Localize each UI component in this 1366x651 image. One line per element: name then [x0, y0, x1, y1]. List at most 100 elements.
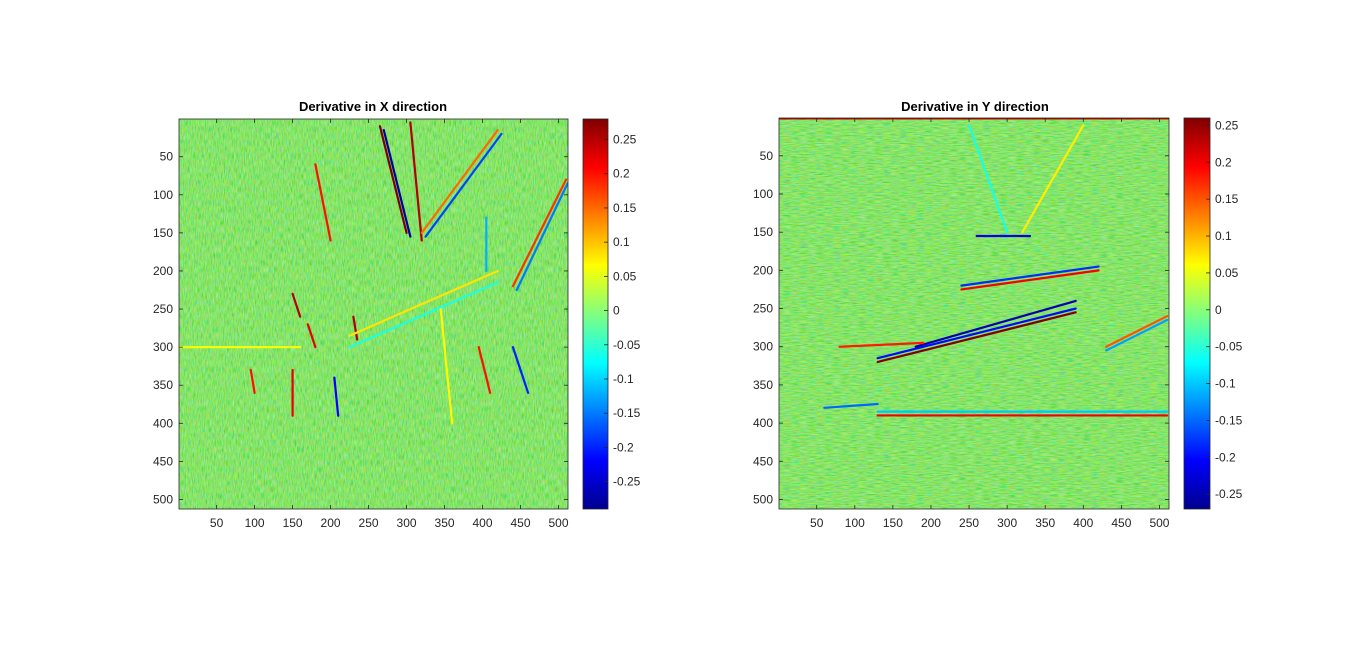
colorbar-gradient [582, 118, 609, 510]
y-tick-label: 250 [153, 302, 173, 316]
heatmap-feature [409, 121, 423, 242]
heatmap-feature [424, 132, 503, 238]
y-tick-label: 150 [753, 225, 773, 239]
axes-y: 50 100 150 200 250 300 350 400 450 500 50 100 150 200… [753, 117, 1170, 530]
heatmap-feature [348, 281, 499, 349]
y-tick-label: 50 [160, 150, 174, 164]
heatmap-feature [960, 269, 1100, 291]
colorbar-tick-label: 0.2 [613, 167, 630, 181]
heatmap-feature [876, 307, 1077, 360]
heatmap-feature [914, 299, 1077, 348]
colorbar-tick-label: -0.2 [1215, 450, 1236, 464]
heatmap-feature [823, 402, 879, 409]
heatmap-feature [291, 292, 302, 318]
y-tick-label: 350 [153, 378, 173, 392]
x-tick-label: 150 [883, 516, 903, 530]
x-tick-label: 200 [321, 516, 341, 530]
y-tick-label: 150 [153, 226, 173, 240]
colorbar-tick-label: 0.2 [1215, 155, 1232, 169]
colorbar-y: 0.25 0.2 0.15 0.1 0.05 0 -0.05 -0.1 -0.15 -0.2 -0.… [1183, 117, 1243, 510]
x-tick-label: 300 [997, 516, 1017, 530]
heatmap-feature [306, 323, 317, 349]
x-tick-label: 400 [473, 516, 493, 530]
x-tick-label: 150 [283, 516, 303, 530]
colorbar-tick-label: 0.15 [1215, 192, 1239, 206]
colorbar-tick-label: 0.1 [1215, 229, 1232, 243]
heatmap-texture [779, 118, 1169, 509]
colorbar-tick-label: 0.1 [613, 235, 630, 249]
x-tick-label: 250 [359, 516, 379, 530]
chart-title-x: Derivative in X direction [299, 99, 447, 114]
colorbar-tick-label: -0.25 [613, 475, 641, 489]
heatmap-feature [838, 341, 925, 348]
heatmap-feature [249, 368, 256, 394]
colorbar-tick-label: -0.1 [1215, 377, 1236, 391]
x-tick-label: 500 [548, 516, 568, 530]
colorbar-tick-label: -0.15 [613, 406, 641, 420]
y-tick-label: 200 [153, 264, 173, 278]
y-tick-label: 300 [153, 340, 173, 354]
x-tick-label: 50 [810, 516, 824, 530]
heatmap-feature [348, 269, 499, 337]
colorbar-tick-label: -0.2 [613, 440, 634, 454]
y-tick-label: 350 [753, 378, 773, 392]
heatmap-feature [378, 125, 408, 234]
y-tick-label: 500 [753, 492, 773, 506]
heatmap-feature [439, 307, 454, 425]
heatmap-feature [1105, 318, 1169, 352]
heatmap-feature [511, 178, 568, 288]
heatmap-feature [511, 346, 530, 394]
y-tick-label: 100 [753, 187, 773, 201]
y-tick-label: 250 [753, 302, 773, 316]
colorbar-gradient [1183, 117, 1211, 510]
colorbar-tick-label: 0.05 [613, 269, 637, 283]
heatmap-image-y [779, 118, 1169, 509]
x-tick-label: 500 [1149, 516, 1169, 530]
x-tick-label: 250 [959, 516, 979, 530]
colorbar-tick-label: 0.25 [1215, 118, 1239, 132]
colorbar-x: 0.25 0.2 0.15 0.1 0.05 0 -0.05 -0.1 -0.15 -0.2 -0.… [582, 118, 641, 510]
x-tick-label: 100 [245, 516, 265, 530]
x-tick-label: 350 [1035, 516, 1055, 530]
colorbar-tick-label: 0.05 [1215, 266, 1239, 280]
heatmap-panel-x: Derivative in X direction 50 100 150 200 250… [153, 99, 641, 530]
axes-box [178, 118, 569, 510]
heatmap-texture [179, 119, 568, 509]
heatmap-feature [382, 128, 412, 238]
heatmap-feature [333, 376, 340, 417]
colorbar-tick-label: -0.05 [1215, 340, 1243, 354]
heatmap-feature [1105, 315, 1169, 348]
x-tick-label: 100 [845, 516, 865, 530]
colorbar-tick-label: 0.25 [613, 133, 637, 147]
y-tick-label: 400 [753, 416, 773, 430]
y-tick-label: 200 [753, 263, 773, 277]
heatmap-image-x [179, 119, 568, 509]
colorbar-tick-label: 0 [1215, 303, 1222, 317]
heatmap-feature [515, 182, 568, 292]
x-tick-label: 450 [510, 516, 530, 530]
heatmap-feature [960, 265, 1100, 287]
heatmap-feature [967, 124, 1009, 234]
x-tick-label: 450 [1111, 516, 1131, 530]
heatmap-feature [352, 315, 359, 341]
y-tick-label: 450 [153, 454, 173, 468]
colorbar-tick-label: -0.25 [1215, 487, 1243, 501]
heatmap-feature [420, 128, 499, 234]
axes-x: 50 100 150 200 250 300 350 400 450 500 50 100 150 200… [153, 118, 569, 530]
x-tick-label: 50 [210, 516, 224, 530]
heatmap-feature [876, 311, 1077, 364]
axes-box [778, 117, 1170, 510]
y-tick-label: 300 [753, 340, 773, 354]
colorbar-tick-label: 0.15 [613, 201, 637, 215]
y-tick-label: 50 [760, 149, 774, 163]
colorbar-tick-label: -0.15 [1215, 413, 1243, 427]
x-tick-label: 200 [921, 516, 941, 530]
heatmap-feature [314, 163, 332, 242]
chart-title-y: Derivative in Y direction [901, 99, 1049, 114]
x-tick-label: 300 [397, 516, 417, 530]
colorbar-tick-label: -0.1 [613, 372, 634, 386]
colorbar-tick-label: -0.05 [613, 338, 641, 352]
x-tick-label: 400 [1073, 516, 1093, 530]
y-tick-label: 100 [153, 188, 173, 202]
